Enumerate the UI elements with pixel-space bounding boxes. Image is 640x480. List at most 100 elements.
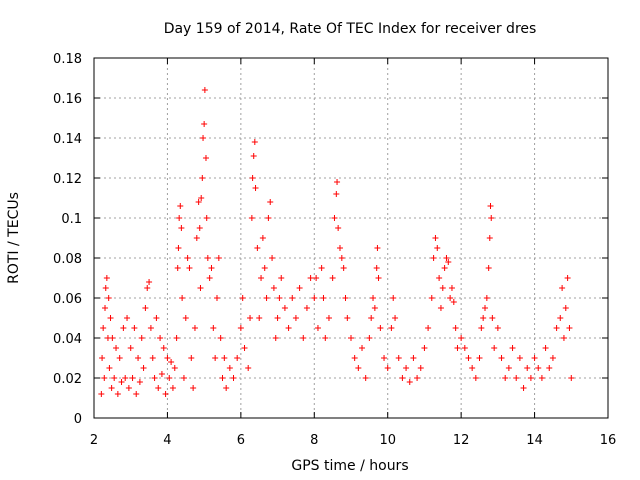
data-point [125,385,132,391]
data-point [204,255,211,261]
data-point [155,385,162,391]
data-point [252,185,259,191]
data-point [120,325,127,331]
data-point [432,235,439,241]
data-point [116,355,123,361]
data-point [513,375,520,381]
data-point [140,365,147,371]
data-point [368,315,375,321]
data-point [371,305,378,311]
data-point [247,315,254,321]
data-point [129,375,136,381]
plot-frame [93,57,609,419]
y-tick-label: 0.18 [53,52,82,67]
data-point [198,195,205,201]
data-point [434,245,441,251]
data-point [320,295,327,301]
data-point [448,285,455,291]
data-point [502,375,509,381]
data-point [485,265,492,271]
data-point [169,385,176,391]
data-point [100,325,107,331]
data-point [144,285,151,291]
data-point [370,295,377,301]
data-point [138,335,145,341]
data-point [193,235,200,241]
data-point [179,295,186,301]
data-point [461,345,468,351]
data-point [127,345,134,351]
data-point [197,285,204,291]
data-point [482,305,489,311]
data-point [568,375,575,381]
data-point [562,305,569,311]
data-point [178,225,185,231]
data-point [223,385,230,391]
data-point [483,295,490,301]
data-point [399,375,406,381]
data-point [102,285,109,291]
data-point [557,315,564,321]
data-point [208,265,215,271]
y-tick-label: 0.02 [53,372,82,387]
data-point [406,379,413,385]
data-point [338,255,345,261]
data-point [195,199,202,205]
data-point [325,315,332,321]
data-point [454,345,461,351]
data-point [436,275,443,281]
data-point [340,265,347,271]
data-point [342,295,349,301]
data-point [261,265,268,271]
y-tick-label: 0.04 [53,332,82,347]
data-point [428,295,435,301]
data-point [489,315,496,321]
data-point [184,255,191,261]
data-point [374,245,381,251]
data-point [546,365,553,371]
data-point [516,355,523,361]
data-point [272,335,279,341]
data-point [303,305,310,311]
data-point [234,355,241,361]
data-point [106,365,113,371]
data-point [174,265,181,271]
data-point [200,135,207,141]
data-point [465,355,472,361]
data-point [296,285,303,291]
y-tick-label: 0 [74,412,82,427]
data-point [212,355,219,361]
y-axis-label: ROTI / TECUs [6,192,22,284]
data-point [494,325,501,331]
data-point [188,355,195,361]
y-tick-label: 0.16 [53,92,82,107]
data-point [276,295,283,301]
data-point [403,365,410,371]
data-point [472,375,479,381]
data-point [270,285,277,291]
data-point [107,315,114,321]
x-tick-label: 4 [163,433,171,448]
data-point [136,379,143,385]
data-point [520,385,527,391]
data-point [566,325,573,331]
data-point [177,203,184,209]
data-point [103,275,110,281]
data-point [226,365,233,371]
data-point [203,215,210,221]
data-point [476,355,483,361]
data-point [307,275,314,281]
data-point [254,245,261,251]
data-point [322,335,329,341]
data-point [390,295,397,301]
data-point [160,345,167,351]
data-point [430,255,437,261]
data-point [175,245,182,251]
data-point [480,315,487,321]
data-point [98,391,105,397]
data-point [355,365,362,371]
data-point [122,375,129,381]
data-point [469,365,476,371]
data-point [314,325,321,331]
data-point [171,365,178,371]
